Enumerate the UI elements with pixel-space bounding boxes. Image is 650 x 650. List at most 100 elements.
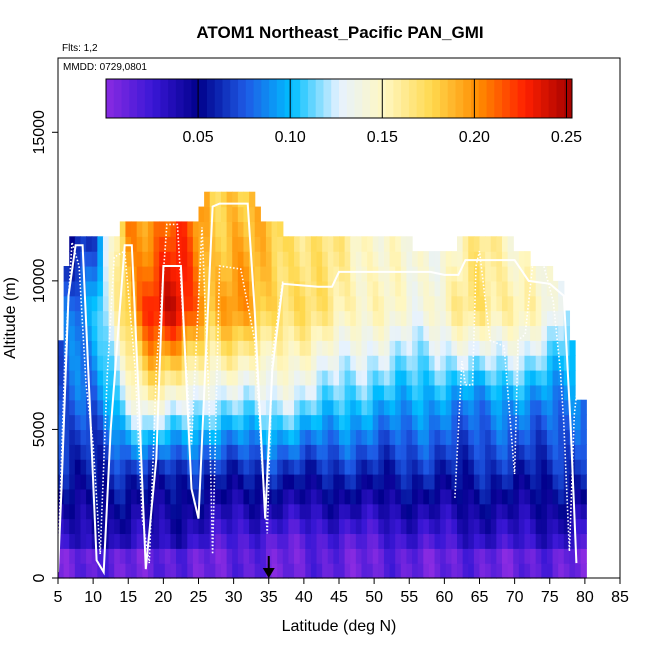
heatmap-cell (445, 295, 452, 312)
heatmap-cell (507, 384, 514, 401)
heatmap-cell (142, 325, 149, 341)
heatmap-cell (58, 444, 65, 460)
heatmap-cell (63, 533, 70, 549)
heatmap-cell (80, 503, 87, 520)
heatmap-cell (496, 548, 503, 564)
heatmap-cell (119, 563, 127, 579)
heatmap-cell (147, 310, 155, 327)
heatmap-cell (316, 251, 323, 267)
colorbar-swatch (556, 79, 565, 118)
heatmap-cell (406, 355, 413, 371)
heatmap-cell (114, 474, 121, 490)
flight-track-layer (57, 202, 581, 576)
heatmap-cell (260, 429, 267, 445)
heatmap-cell (339, 518, 346, 535)
heatmap-cell (575, 429, 582, 445)
heatmap-cell (518, 266, 526, 282)
heatmap-cell (288, 548, 295, 564)
heatmap-cell (344, 384, 351, 401)
heatmap-cell (97, 340, 104, 356)
heatmap-cell (86, 488, 93, 505)
heatmap-cell (468, 325, 475, 341)
heatmap-cell (80, 563, 87, 579)
heatmap-cell (383, 563, 391, 579)
heatmap-cell (389, 370, 396, 386)
heatmap-cell (501, 429, 509, 445)
heatmap-cell (412, 280, 419, 297)
heatmap-cell (513, 251, 520, 267)
heatmap-cell (215, 518, 222, 535)
heatmap-cell (204, 488, 211, 505)
heatmap-cell (507, 488, 514, 505)
heatmap-cell (350, 266, 357, 282)
heatmap-cell (254, 310, 261, 327)
heatmap-cell (400, 280, 408, 297)
heatmap-cell (204, 548, 211, 564)
heatmap-cell (389, 340, 396, 356)
heatmap-cell (546, 563, 554, 579)
heatmap-cell (153, 533, 160, 549)
colorbar-swatch (307, 79, 317, 118)
heatmap-cell (58, 414, 65, 431)
heatmap-cell (535, 355, 542, 371)
heatmap-cell (299, 399, 306, 416)
heatmap-cell (558, 340, 565, 356)
heatmap-cell (552, 444, 559, 460)
heatmap-cell (412, 474, 419, 490)
heatmap-cell (86, 280, 93, 297)
heatmap-cell (513, 340, 520, 356)
heatmap-cell (462, 325, 469, 341)
heatmap-cell (423, 518, 430, 535)
heatmap-cell (501, 488, 509, 505)
heatmap-cell (102, 429, 110, 445)
colorbar-swatch (447, 79, 456, 118)
chart-title: ATOM1 Northeast_Pacific PAN_GMI (196, 23, 483, 42)
heatmap-cell (305, 548, 312, 564)
heatmap-cell (569, 340, 576, 356)
colorbar-swatch (439, 79, 449, 118)
heatmap-cell (378, 251, 385, 267)
heatmap-cell (164, 236, 171, 252)
heatmap-cell (327, 548, 334, 564)
colorbar-swatch (533, 79, 542, 118)
heatmap-cell (136, 325, 143, 341)
heatmap-cell (423, 295, 430, 312)
heatmap-cell (355, 384, 363, 401)
heatmap-cell (383, 474, 391, 490)
heatmap-cell (327, 429, 334, 445)
heatmap-cell (97, 236, 104, 252)
heatmap-cell (569, 548, 576, 564)
heatmap-cell (226, 518, 233, 535)
heatmap-cell (164, 280, 171, 297)
heatmap-cell (136, 548, 143, 564)
heatmap-cell (524, 444, 531, 460)
heatmap-cell (546, 399, 554, 416)
heatmap-cell (451, 429, 458, 445)
heatmap-cell (232, 370, 239, 386)
heatmap-cell (277, 518, 284, 535)
heatmap-cell (322, 414, 329, 431)
heatmap-cell (383, 459, 391, 475)
heatmap-cell (428, 310, 436, 327)
heatmap-cell (496, 310, 503, 327)
heatmap-cell (440, 518, 447, 535)
heatmap-cell (271, 325, 278, 341)
heatmap-cell (344, 503, 351, 520)
heatmap-cell (400, 340, 408, 356)
heatmap-cell (69, 340, 76, 356)
heatmap-cell (485, 355, 492, 371)
heatmap-cell (277, 474, 284, 490)
heatmap-cell (339, 429, 346, 445)
heatmap-cell (299, 414, 306, 431)
heatmap-cell (569, 384, 576, 401)
heatmap-cell (136, 310, 143, 327)
heatmap-cell (501, 340, 509, 356)
heatmap-cell (187, 548, 194, 564)
heatmap-cell (451, 370, 458, 386)
heatmap-cell (136, 221, 143, 237)
heatmap-cell (316, 295, 323, 312)
heatmap-cell (209, 295, 216, 312)
heatmap-cell (164, 266, 171, 282)
heatmap-cell (372, 310, 379, 327)
heatmap-cell (147, 444, 155, 460)
